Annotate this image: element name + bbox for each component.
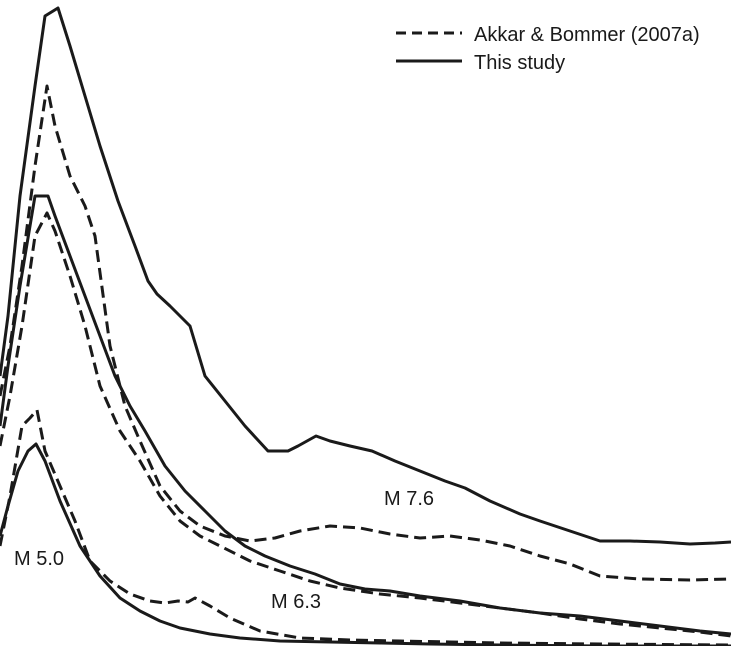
series-line-m63-solid	[0, 194, 731, 636]
legend: Akkar & Bommer (2007a) This study	[396, 24, 700, 74]
series-line-m76-solid	[0, 6, 731, 546]
series-layer	[0, 6, 731, 646]
series-line-m50-solid	[0, 442, 731, 646]
series-line-m63-dashed	[0, 211, 731, 638]
annotation-m50: M 5.0	[14, 548, 64, 570]
series-line-m50-dashed	[0, 408, 731, 646]
legend-label-akkar-bommer: Akkar & Bommer (2007a)	[474, 24, 700, 46]
legend-label-this-study: This study	[474, 52, 565, 74]
annotation-m76: M 7.6	[384, 488, 434, 510]
annotation-m63: M 6.3	[271, 591, 321, 613]
series-line-m76-dashed	[0, 84, 731, 582]
